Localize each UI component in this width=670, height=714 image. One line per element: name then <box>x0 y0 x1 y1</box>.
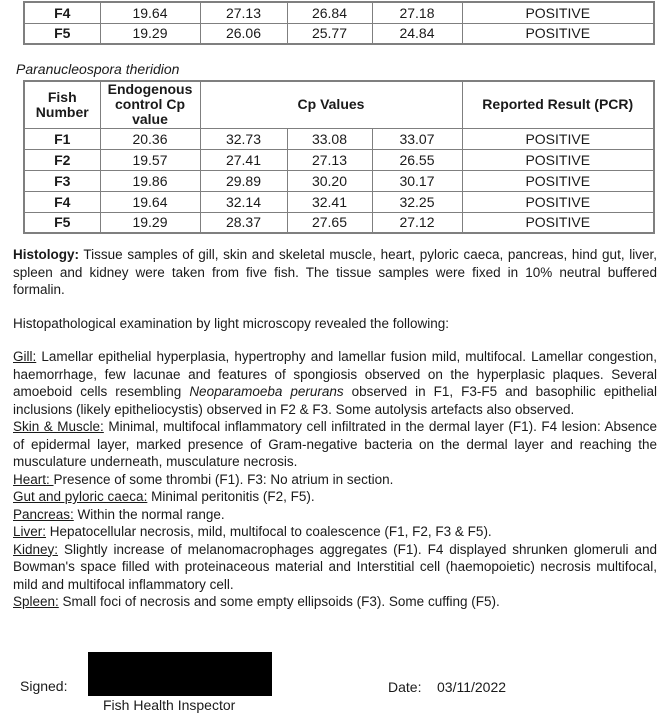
redacted-signature-box <box>88 652 272 696</box>
section-heading-species: Paranucleospora theridion <box>16 61 180 77</box>
column-header-endogenous-cp: Endogenous control Cp value <box>99 80 201 129</box>
heart-label: Heart: <box>13 471 54 487</box>
table-row: F5 19.29 28.37 27.65 27.12 POSITIVE <box>23 211 655 234</box>
heart-text: Presence of some thrombi (F1). F3: No at… <box>53 471 394 487</box>
table-cell: 24.84 <box>371 22 463 45</box>
table-cell: 19.64 <box>99 1 201 24</box>
histology-text: Tissue samples of gill, skin and skeleta… <box>13 247 657 297</box>
finding-liver: Liver: Hepatocellular necrosis, mild, mu… <box>13 523 657 541</box>
table-cell: 29.89 <box>199 169 288 192</box>
histopathology-intro-line: Histopathological examination by light m… <box>13 315 449 331</box>
table-cell: 32.41 <box>286 190 373 213</box>
table-cell: POSITIVE <box>461 211 655 234</box>
table-cell: POSITIVE <box>461 127 655 150</box>
table-cell: F5 <box>23 211 101 234</box>
table-cell: 32.14 <box>199 190 288 213</box>
gill-text-continued: observed in F1, F3-F5 and basophilic epi… <box>13 384 657 417</box>
table-cell: POSITIVE <box>461 22 655 45</box>
histology-label: Histology: <box>13 247 79 262</box>
liver-label: Liver: <box>13 524 47 539</box>
table-cell: 33.07 <box>371 127 463 150</box>
table-cell: 27.65 <box>286 211 373 234</box>
table-cell: 20.36 <box>99 127 201 150</box>
date-label: Date: <box>388 679 422 695</box>
column-header-cp-values: Cp Values <box>199 80 463 129</box>
table-cell: F3 <box>23 169 101 192</box>
gill-species-name: Neoparamoeba perurans <box>189 384 344 399</box>
finding-skin-muscle: Skin & Muscle: Minimal, multifocal infla… <box>13 418 657 471</box>
table-cell: 19.29 <box>99 211 201 234</box>
table-row: F2 19.57 27.41 27.13 26.55 POSITIVE <box>23 148 655 171</box>
table-cell: POSITIVE <box>461 1 655 24</box>
table-cell: 32.73 <box>199 127 288 150</box>
kidney-text: Slightly increase of melanomacrophages a… <box>13 541 657 592</box>
gill-label: Gill: <box>13 349 37 364</box>
pcr-results-table: Fish Number Endogenous control Cp value … <box>23 80 655 234</box>
table-cell: 27.12 <box>371 211 463 234</box>
table-cell: 27.13 <box>286 148 373 171</box>
table-row: F4 19.64 32.14 32.41 32.25 POSITIVE <box>23 190 655 213</box>
table-cell: POSITIVE <box>461 190 655 213</box>
gill-text: Lamellar epithelial hyperplasia, hypertr… <box>13 349 657 399</box>
signed-label: Signed: <box>20 678 68 694</box>
table-cell: F4 <box>23 1 101 24</box>
table-row: F1 20.36 32.73 33.08 33.07 POSITIVE <box>23 127 655 150</box>
spleen-text: Small foci of necrosis and some empty el… <box>58 594 500 609</box>
table-cell: 26.84 <box>286 1 373 24</box>
spleen-label: Spleen: <box>13 594 59 609</box>
skin-muscle-text: Minimal, multifocal inflammatory cell in… <box>13 419 657 469</box>
finding-kidney: Kidney: Slightly increase of melanomacro… <box>13 541 657 594</box>
histology-paragraph: Histology: Tissue samples of gill, skin … <box>13 246 657 299</box>
table-row: F5 19.29 26.06 25.77 24.84 POSITIVE <box>23 22 655 45</box>
table-cell: 33.08 <box>286 127 373 150</box>
finding-gill: Gill: Lamellar epithelial hyperplasia, h… <box>13 348 657 418</box>
table-cell: 27.13 <box>199 1 288 24</box>
table-cell: F4 <box>23 190 101 213</box>
finding-spleen: Spleen: Small foci of necrosis and some … <box>13 593 657 611</box>
table-header-row: Fish Number Endogenous control Cp value … <box>23 80 655 129</box>
table-cell: F2 <box>23 148 101 171</box>
table-cell: 19.86 <box>99 169 201 192</box>
table-cell: 28.37 <box>199 211 288 234</box>
table-row: F4 19.64 27.13 26.84 27.18 POSITIVE <box>23 1 655 24</box>
table-cell: 25.77 <box>286 22 373 45</box>
skin-muscle-label: Skin & Muscle: <box>13 419 104 434</box>
table-cell: 19.57 <box>99 148 201 171</box>
table-cell: 27.18 <box>371 1 463 24</box>
column-header-fish-number: Fish Number <box>23 80 101 129</box>
gut-text: Minimal peritonitis (F2, F5). <box>147 489 315 504</box>
top-pcr-results-table: F4 19.64 27.13 26.84 27.18 POSITIVE F5 1… <box>23 1 655 45</box>
signer-title: Fish Health Inspector <box>103 697 236 713</box>
report-body-text: Histology: Tissue samples of gill, skin … <box>13 246 657 611</box>
table-cell: 26.55 <box>371 148 463 171</box>
table-cell: 30.17 <box>371 169 463 192</box>
finding-pancreas: Pancreas: Within the normal range. <box>13 506 657 524</box>
table-cell: 19.64 <box>99 190 201 213</box>
table-cell: 32.25 <box>371 190 463 213</box>
column-header-reported-result: Reported Result (PCR) <box>461 80 655 129</box>
table-row: F3 19.86 29.89 30.20 30.17 POSITIVE <box>23 169 655 192</box>
table-cell: POSITIVE <box>461 169 655 192</box>
finding-gut: Gut and pyloric caeca: Minimal peritonit… <box>13 488 657 506</box>
date-value: 03/11/2022 <box>437 679 507 695</box>
table-cell: F1 <box>23 127 101 150</box>
pancreas-text: Within the normal range. <box>73 506 225 522</box>
table-cell: 30.20 <box>286 169 373 192</box>
gut-label: Gut and pyloric caeca: <box>13 489 148 504</box>
table-cell: 27.41 <box>199 148 288 171</box>
table-cell: 19.29 <box>99 22 201 45</box>
table-cell: POSITIVE <box>461 148 655 171</box>
kidney-label: Kidney: <box>13 541 59 557</box>
finding-heart: Heart: Presence of some thrombi (F1). F3… <box>13 471 657 489</box>
pancreas-label: Pancreas: <box>13 506 74 522</box>
table-cell: 26.06 <box>199 22 288 45</box>
table-cell: F5 <box>23 22 101 45</box>
liver-text: Hepatocellular necrosis, mild, multifoca… <box>46 524 492 539</box>
